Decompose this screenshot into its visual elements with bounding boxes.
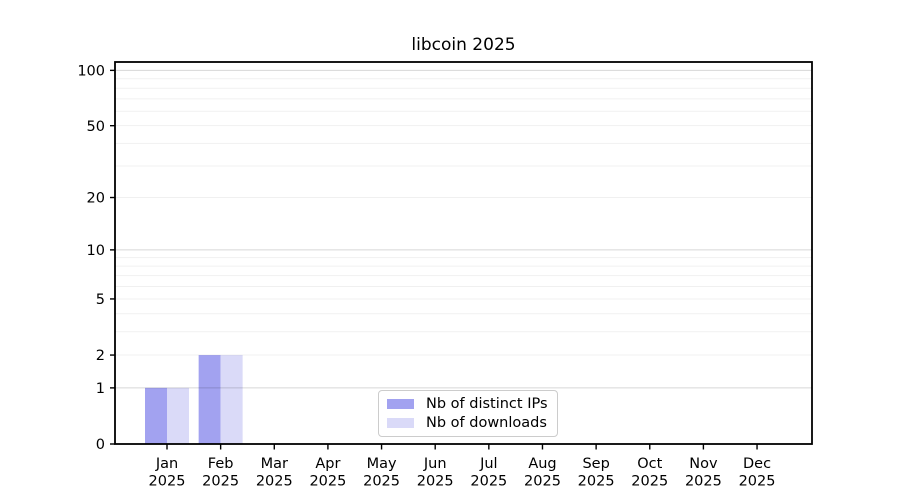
x-tick-label-month: Dec [743,456,771,472]
bar-distinct-ips-jan [145,387,167,444]
axes-spines [114,61,813,445]
legend: Nb of distinct IPs Nb of downloads [378,390,558,437]
x-tick-label-month: Feb [208,456,234,472]
y-tick-label: 10 [87,243,105,259]
x-tick-label-year: 2025 [202,474,239,490]
x-tick-label-year: 2025 [256,474,293,490]
y-tick-label: 2 [96,348,105,364]
x-tick-label-year: 2025 [631,474,668,490]
bar-downloads-feb [220,355,243,444]
legend-swatch-downloads [387,418,414,428]
x-tick-label-month: Mar [261,456,288,472]
x-tick-label-year: 2025 [470,474,507,490]
x-tick-label-year: 2025 [363,474,400,490]
y-tick-label: 100 [77,63,105,79]
legend-swatch-distinct-ips [387,399,414,409]
y-tick-label: 50 [87,119,105,135]
x-tick-label-month: Jun [423,456,447,472]
x-tick-label-month: Nov [689,456,718,472]
y-tick-label: 5 [96,292,105,308]
x-tick-label-month: May [367,456,397,472]
y-tick-label: 0 [96,437,105,453]
bar-downloads-jan [167,387,189,444]
x-tick-label-month: Jan [155,456,178,472]
x-tick-label-month: Jul [479,456,498,472]
legend-label-distinct-ips: Nb of distinct IPs [426,396,548,412]
legend-label-downloads: Nb of downloads [426,415,547,431]
legend-item-distinct-ips: Nb of distinct IPs [387,396,548,412]
y-tick-label: 20 [87,191,105,207]
x-tick-label-year: 2025 [524,474,561,490]
bar-distinct-ips-feb [198,355,221,444]
x-tick-label-month: Sep [582,456,609,472]
chart-title: libcoin 2025 [411,35,516,55]
x-tick-label-year: 2025 [739,474,776,490]
x-tick-label-year: 2025 [578,474,615,490]
x-tick-label-month: Apr [315,456,340,472]
x-tick-label-year: 2025 [309,474,346,490]
x-tick-label-year: 2025 [417,474,454,490]
x-tick-label-month: Aug [528,456,556,472]
y-tick-label: 1 [96,381,105,397]
x-tick-label-month: Oct [637,456,662,472]
legend-item-downloads: Nb of downloads [387,415,548,431]
x-tick-label-year: 2025 [149,474,186,490]
x-tick-label-year: 2025 [685,474,722,490]
